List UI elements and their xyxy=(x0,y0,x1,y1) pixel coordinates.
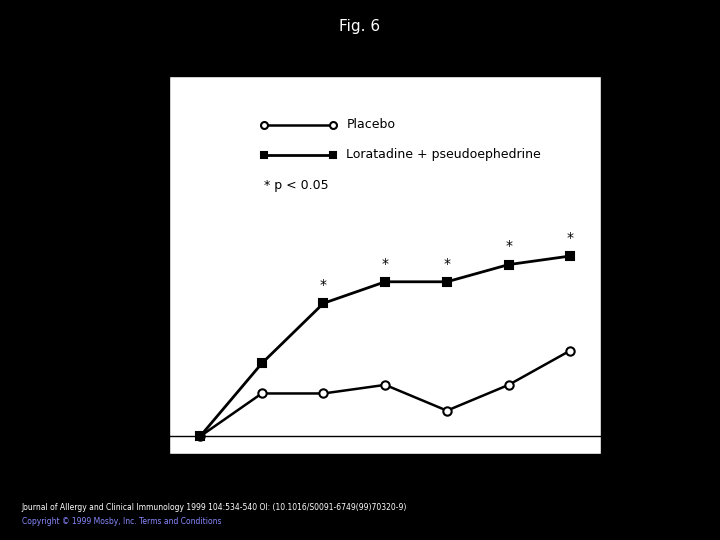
Y-axis label: Mean change from baseline in PEF (L/min): Mean change from baseline in PEF (L/min) xyxy=(125,132,138,397)
Text: Copyright © 1999 Mosby, Inc. Terms and Conditions: Copyright © 1999 Mosby, Inc. Terms and C… xyxy=(22,517,221,526)
Text: *: * xyxy=(567,231,574,245)
Text: *: * xyxy=(505,239,512,253)
Text: Journal of Allergy and Clinical Immunology 1999 104:534-540 OI: (10.1016/S0091-6: Journal of Allergy and Clinical Immunolo… xyxy=(22,503,407,512)
Text: Loratadine + pseudoephedrine: Loratadine + pseudoephedrine xyxy=(346,148,541,161)
Text: * p < 0.05: * p < 0.05 xyxy=(264,179,329,192)
Text: *: * xyxy=(444,256,451,271)
Text: Week: Week xyxy=(399,512,436,526)
Text: *: * xyxy=(320,278,327,292)
Text: Placebo: Placebo xyxy=(346,118,395,131)
Text: *: * xyxy=(382,256,389,271)
Text: Fig. 6: Fig. 6 xyxy=(339,19,381,34)
